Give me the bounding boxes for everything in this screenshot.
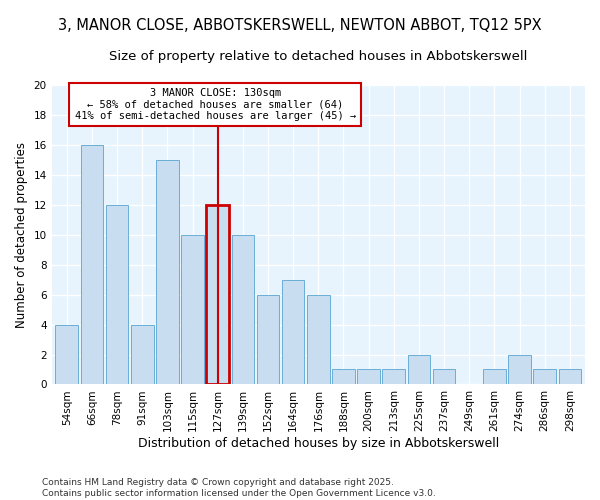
Bar bbox=[559, 370, 581, 384]
Bar bbox=[206, 205, 229, 384]
Y-axis label: Number of detached properties: Number of detached properties bbox=[15, 142, 28, 328]
Bar bbox=[181, 234, 204, 384]
Bar bbox=[106, 205, 128, 384]
Bar bbox=[483, 370, 506, 384]
Bar bbox=[358, 370, 380, 384]
Bar bbox=[80, 145, 103, 384]
Bar bbox=[407, 354, 430, 384]
Bar bbox=[55, 324, 78, 384]
Text: 3 MANOR CLOSE: 130sqm
← 58% of detached houses are smaller (64)
41% of semi-deta: 3 MANOR CLOSE: 130sqm ← 58% of detached … bbox=[74, 88, 356, 121]
Bar bbox=[156, 160, 179, 384]
Bar bbox=[533, 370, 556, 384]
Bar bbox=[257, 294, 280, 384]
Title: Size of property relative to detached houses in Abbotskerswell: Size of property relative to detached ho… bbox=[109, 50, 527, 63]
Text: Contains HM Land Registry data © Crown copyright and database right 2025.
Contai: Contains HM Land Registry data © Crown c… bbox=[42, 478, 436, 498]
Bar bbox=[433, 370, 455, 384]
Text: 3, MANOR CLOSE, ABBOTSKERSWELL, NEWTON ABBOT, TQ12 5PX: 3, MANOR CLOSE, ABBOTSKERSWELL, NEWTON A… bbox=[58, 18, 542, 32]
Bar bbox=[282, 280, 304, 384]
Bar bbox=[508, 354, 531, 384]
Bar bbox=[232, 234, 254, 384]
Bar bbox=[307, 294, 329, 384]
Bar bbox=[382, 370, 405, 384]
Bar bbox=[332, 370, 355, 384]
Bar bbox=[131, 324, 154, 384]
X-axis label: Distribution of detached houses by size in Abbotskerswell: Distribution of detached houses by size … bbox=[138, 437, 499, 450]
